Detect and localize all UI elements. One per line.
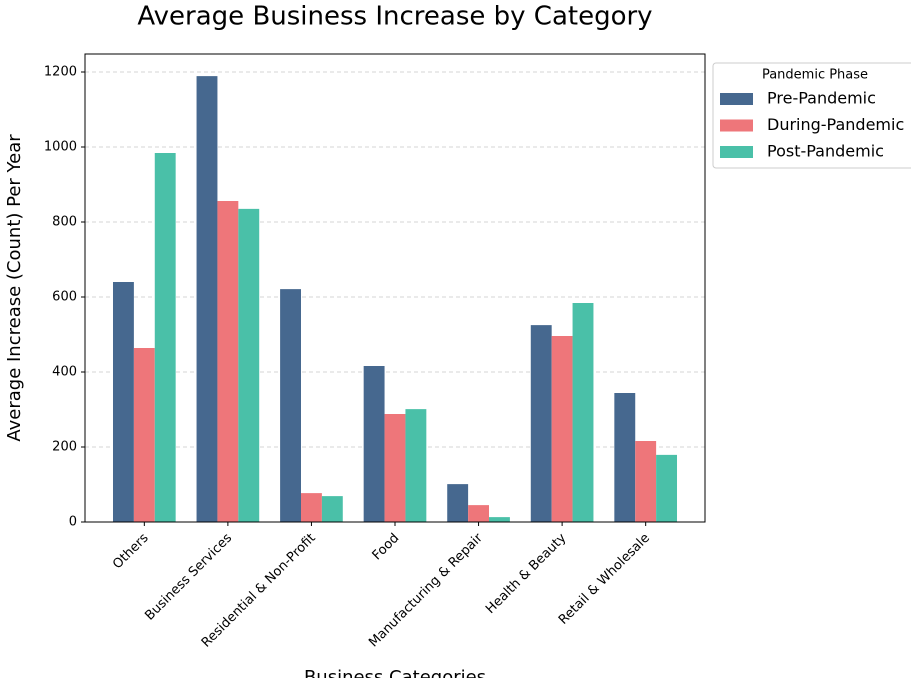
legend-label: During-Pandemic bbox=[767, 115, 904, 134]
bar bbox=[572, 303, 594, 522]
bar bbox=[614, 393, 636, 522]
x-tick-label: Business Services bbox=[142, 531, 235, 624]
bar bbox=[656, 454, 678, 522]
y-tick-label: 0 bbox=[69, 515, 77, 530]
bar bbox=[217, 201, 239, 522]
y-tick-label: 400 bbox=[52, 365, 77, 380]
bar bbox=[154, 153, 176, 522]
legend-label: Post-Pandemic bbox=[767, 142, 884, 161]
y-axis-title: Average Increase (Count) Per Year bbox=[4, 134, 25, 442]
bar bbox=[447, 484, 469, 522]
x-tick-label: Health & Beauty bbox=[483, 530, 569, 616]
bar bbox=[405, 409, 427, 522]
bar bbox=[300, 493, 322, 522]
x-tick-label: Others bbox=[110, 531, 152, 573]
bar bbox=[551, 336, 573, 522]
bar bbox=[530, 325, 552, 522]
bar bbox=[196, 76, 218, 522]
legend-swatch bbox=[720, 146, 753, 158]
y-tick-label: 1200 bbox=[44, 65, 77, 80]
bar bbox=[363, 366, 385, 522]
legend-title: Pandemic Phase bbox=[762, 68, 868, 83]
plot-frame bbox=[84, 53, 706, 523]
bar bbox=[489, 517, 510, 522]
x-tick-label: Retail & Wholesale bbox=[556, 531, 653, 628]
bar bbox=[635, 441, 657, 522]
y-tick-label: 200 bbox=[52, 440, 77, 455]
chart-title: Average Business Increase by Category bbox=[137, 2, 652, 32]
bar bbox=[384, 414, 406, 522]
bar bbox=[238, 208, 260, 522]
x-axis-title: Business Categories bbox=[304, 667, 486, 678]
y-tick-label: 1000 bbox=[44, 140, 77, 155]
y-tick-label: 600 bbox=[52, 290, 77, 305]
bar bbox=[468, 505, 490, 522]
legend-label: Pre-Pandemic bbox=[767, 89, 876, 108]
bar bbox=[280, 289, 301, 522]
x-tick-label: Food bbox=[370, 531, 403, 564]
legend-swatch bbox=[720, 93, 753, 105]
legend-swatch bbox=[720, 119, 753, 132]
legend-box bbox=[712, 62, 911, 169]
bar bbox=[112, 282, 134, 522]
bar bbox=[133, 348, 155, 522]
bar bbox=[321, 496, 343, 522]
y-tick-label: 800 bbox=[52, 215, 77, 230]
